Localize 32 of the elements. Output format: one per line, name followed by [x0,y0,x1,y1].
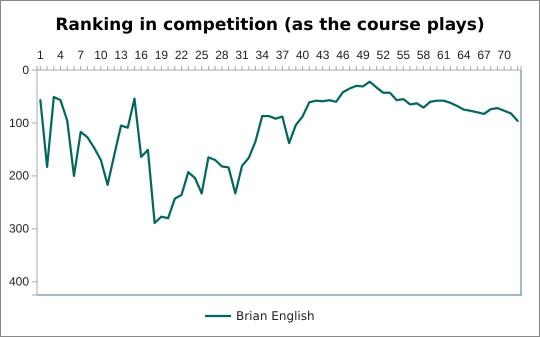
x-tick-label: 46 [336,48,350,62]
chart-title: Ranking in competition (as the course plays) [55,15,485,35]
y-tick-label: 100 [8,116,30,130]
x-tick-label: 19 [154,48,168,62]
y-tick-label: 300 [8,222,30,236]
y-tick-label: 400 [8,274,30,289]
x-tick-label: 52 [376,48,390,62]
x-tick-label: 7 [77,48,84,62]
y-tick-label: 200 [8,168,30,183]
x-tick-label: 58 [416,48,431,62]
x-tick-label: 1 [37,48,44,62]
x-tick-label: 28 [215,48,229,62]
x-tick-label: 49 [356,48,370,62]
legend-label: Brian English [236,309,315,323]
line-series [39,80,519,224]
x-tick-label: 31 [235,48,250,62]
x-tick-label: 40 [296,48,310,62]
x-tick-label: 61 [437,48,451,62]
x-tick-label: 16 [134,48,148,62]
x-tick-label: 64 [457,48,471,62]
x-tick-label: 22 [174,48,189,62]
x-tick-label: 37 [276,48,290,62]
x-tick-label: 4 [57,48,64,62]
y-tick-label: 0 [22,62,30,77]
x-tick-label: 13 [114,48,128,62]
x-tick-label: 25 [195,48,209,62]
x-tick-label: 70 [498,48,512,62]
x-tick-label: 43 [316,48,330,62]
x-tick-label: 55 [396,48,410,62]
x-tick-label: 10 [94,48,108,62]
x-tick-label: 34 [256,48,270,62]
x-tick-label: 67 [477,48,492,62]
